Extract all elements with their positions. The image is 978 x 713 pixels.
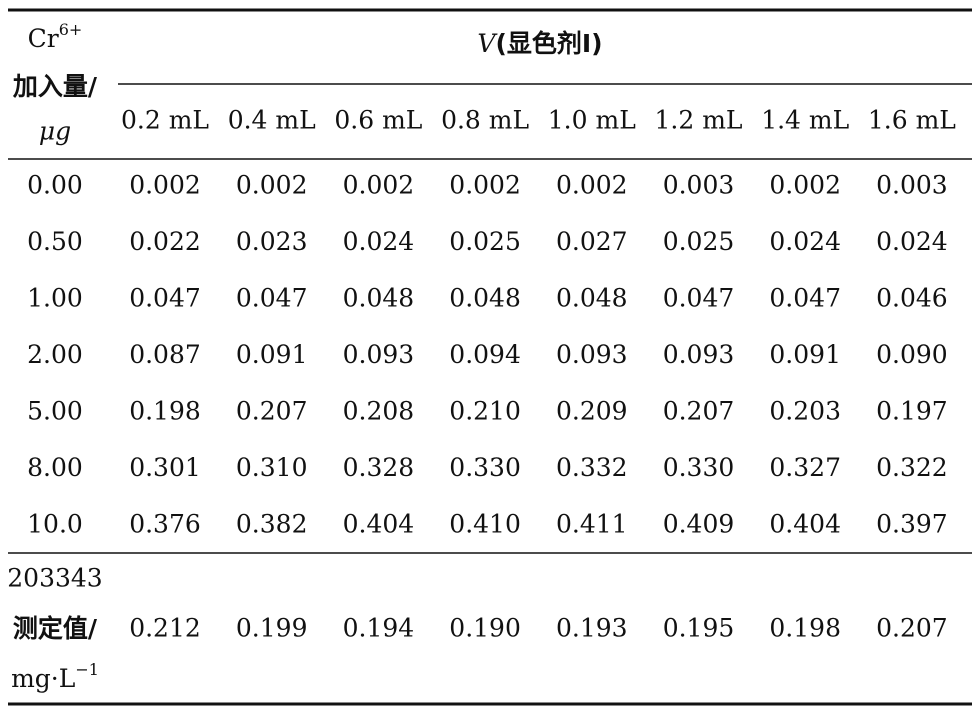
cell: 0.002 (449, 171, 521, 200)
footer-line3: mg·L−1 (11, 660, 99, 693)
cell: 0.090 (876, 340, 948, 369)
cell: 0.382 (236, 510, 308, 539)
cell: 0.209 (556, 397, 628, 426)
cell: 0.093 (556, 340, 628, 369)
cell: 0.025 (663, 227, 735, 256)
row-label: 1.00 (27, 284, 83, 313)
cell: 0.048 (343, 284, 415, 313)
cell: 0.024 (876, 227, 948, 256)
cell: 0.409 (663, 510, 735, 539)
cell: 0.046 (876, 284, 948, 313)
cell: 0.002 (236, 171, 308, 200)
cell: 0.047 (236, 284, 308, 313)
cell: 0.002 (769, 171, 841, 200)
cell: 0.397 (876, 510, 948, 539)
cell: 0.327 (769, 453, 841, 482)
cell: 0.322 (876, 453, 948, 482)
cell: 0.024 (769, 227, 841, 256)
cell: 0.048 (449, 284, 521, 313)
cell: 0.210 (449, 397, 521, 426)
cell: 0.093 (663, 340, 735, 369)
cell: 0.197 (876, 397, 948, 426)
group-text: (显色剂Ⅰ) (495, 29, 602, 58)
cell: 0.332 (556, 453, 628, 482)
cell: 0.404 (343, 510, 415, 539)
column-header: 1.6 mL (868, 106, 956, 135)
footer-cell: 0.194 (343, 614, 415, 643)
footer-line1: 203343 (7, 564, 102, 593)
group-symbol: V (477, 29, 498, 58)
cell: 0.203 (769, 397, 841, 426)
cell: 0.330 (663, 453, 735, 482)
column-header: 0.4 mL (228, 106, 316, 135)
column-header: 0.6 mL (334, 106, 422, 135)
column-header: 1.0 mL (548, 106, 636, 135)
cell: 0.301 (129, 453, 201, 482)
cell: 0.410 (449, 510, 521, 539)
cell: 0.328 (343, 453, 415, 482)
footer-line2: 测定值/ (13, 614, 98, 643)
cell: 0.002 (343, 171, 415, 200)
cell: 0.047 (663, 284, 735, 313)
row-label: 8.00 (27, 453, 83, 482)
cell: 0.022 (129, 227, 201, 256)
cell: 0.025 (449, 227, 521, 256)
column-header: 1.4 mL (761, 106, 849, 135)
row-label: 0.00 (27, 171, 83, 200)
footer-cell: 0.190 (449, 614, 521, 643)
cell: 0.003 (876, 171, 948, 200)
cell: 0.023 (236, 227, 308, 256)
row-label: 5.00 (27, 397, 83, 426)
cell: 0.024 (343, 227, 415, 256)
corner-line2: 加入量/ (12, 72, 98, 101)
footer-cell: 0.193 (556, 614, 628, 643)
column-header: 0.2 mL (121, 106, 209, 135)
cell: 0.091 (769, 340, 841, 369)
cell: 0.091 (236, 340, 308, 369)
corner-base: Cr (28, 24, 59, 53)
cell: 0.207 (236, 397, 308, 426)
group-header: V(显色剂Ⅰ) (477, 29, 602, 59)
row-label: 10.0 (27, 510, 83, 539)
corner-label: Cr6+ (28, 20, 83, 53)
cell: 0.002 (129, 171, 201, 200)
cell: 0.002 (556, 171, 628, 200)
cell: 0.047 (129, 284, 201, 313)
footer-cell: 0.207 (876, 614, 948, 643)
footer-unit: mg·L (11, 664, 75, 693)
column-header: 1.2 mL (654, 106, 742, 135)
cell: 0.404 (769, 510, 841, 539)
row-label: 0.50 (27, 227, 83, 256)
corner-sup: 6+ (59, 20, 83, 39)
cell: 0.208 (343, 397, 415, 426)
cell: 0.027 (556, 227, 628, 256)
column-header: 0.8 mL (441, 106, 529, 135)
footer-cell: 0.199 (236, 614, 308, 643)
cell: 0.003 (663, 171, 735, 200)
cell: 0.330 (449, 453, 521, 482)
footer-cell: 0.195 (663, 614, 735, 643)
cell: 0.310 (236, 453, 308, 482)
cell: 0.048 (556, 284, 628, 313)
cell: 0.094 (449, 340, 521, 369)
cell: 0.411 (556, 510, 628, 539)
cell: 0.376 (129, 510, 201, 539)
cell: 0.198 (129, 397, 201, 426)
footer-sup: −1 (75, 660, 99, 679)
corner-line3: μg (39, 117, 71, 146)
row-label: 2.00 (27, 340, 83, 369)
cell: 0.047 (769, 284, 841, 313)
footer-cell: 0.198 (769, 614, 841, 643)
cell: 0.093 (343, 340, 415, 369)
footer-cell: 0.212 (129, 614, 201, 643)
cell: 0.087 (129, 340, 201, 369)
cell: 0.207 (663, 397, 735, 426)
